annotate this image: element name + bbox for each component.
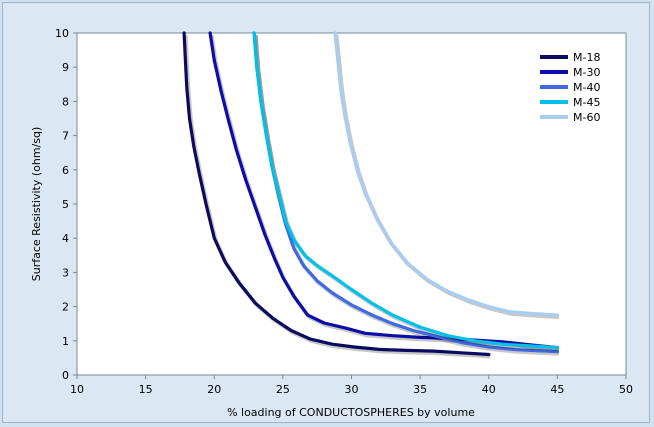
series-line-m-18 xyxy=(182,31,491,357)
y-tick-label: 5 xyxy=(62,198,69,211)
x-tick-label: 35 xyxy=(413,383,427,396)
y-tick-label: 2 xyxy=(62,301,69,314)
x-tick-label: 20 xyxy=(207,383,221,396)
y-tick-label: 4 xyxy=(62,232,69,245)
y-axis-ticks: 0 1 2 3 4 5 6 7 8 9 10 xyxy=(55,27,77,382)
y-axis-title: Surface Resistivity (ohm/sq) xyxy=(30,127,43,282)
x-tick-label: 50 xyxy=(619,383,633,396)
y-tick-label: 6 xyxy=(62,164,69,177)
series-line-m-60 xyxy=(333,31,559,317)
chart-frame: 10 15 20 25 30 35 40 45 50 0 1 2 3 4 5 6 7 8 9 10 % loadin… xyxy=(2,2,650,423)
y-tick-label: 1 xyxy=(62,335,69,348)
x-tick-label: 40 xyxy=(482,383,496,396)
y-tick-label: 0 xyxy=(62,369,69,382)
legend-label-m-60: M-60 xyxy=(573,111,600,124)
legend: M-18 M-30 M-40 M-45 M-60 xyxy=(540,51,600,124)
series-line-m-45 xyxy=(252,31,559,350)
x-axis-ticks: 10 15 20 25 30 35 40 45 50 xyxy=(70,375,633,396)
y-tick-label: 3 xyxy=(62,266,69,279)
y-tick-label: 7 xyxy=(62,130,69,143)
legend-label-m-40: M-40 xyxy=(573,81,600,94)
y-tick-label: 8 xyxy=(62,95,69,108)
x-tick-label: 25 xyxy=(276,383,290,396)
series-layer xyxy=(182,31,560,359)
legend-label-m-30: M-30 xyxy=(573,66,600,79)
x-axis-title: % loading of CONDUCTOSPHERES by volume xyxy=(227,406,475,419)
plot-area xyxy=(76,32,627,376)
x-tick-label: 30 xyxy=(345,383,359,396)
legend-label-m-45: M-45 xyxy=(573,96,600,109)
x-tick-label: 15 xyxy=(139,383,153,396)
y-tick-label: 10 xyxy=(55,27,69,40)
x-tick-label: 45 xyxy=(550,383,564,396)
legend-label-m-18: M-18 xyxy=(573,51,600,64)
y-tick-label: 9 xyxy=(62,61,69,74)
x-tick-label: 10 xyxy=(70,383,84,396)
